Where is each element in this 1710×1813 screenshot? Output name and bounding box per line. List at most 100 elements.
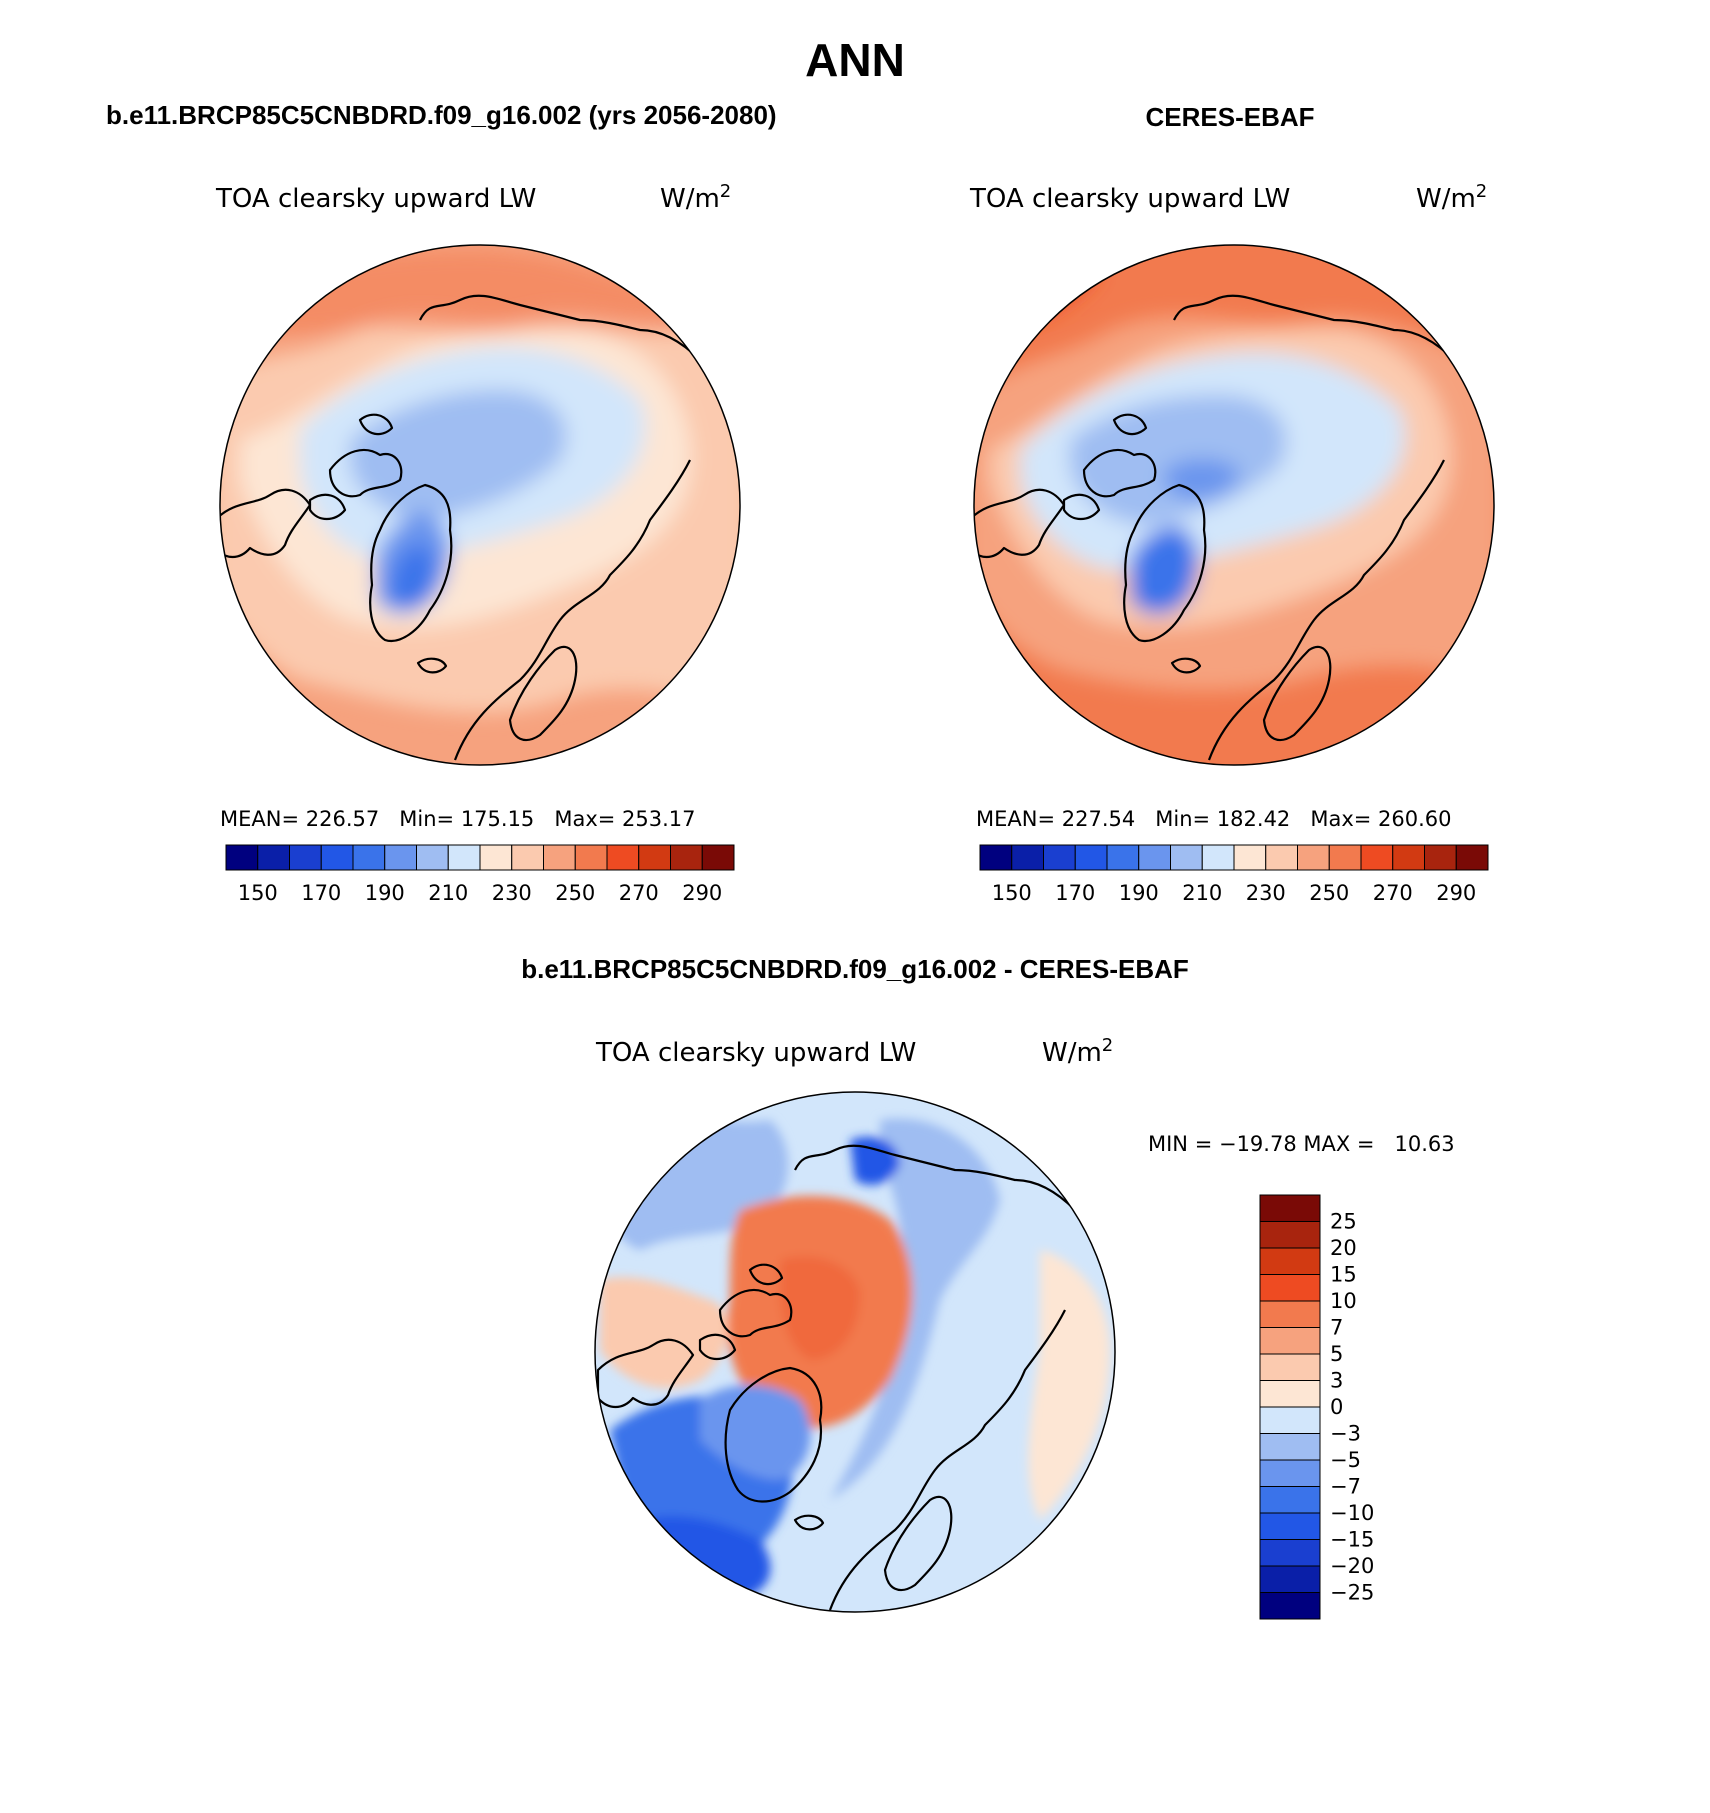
colorbar-swatch: [1259, 1327, 1321, 1355]
right-mean-label: MEAN=: [976, 807, 1055, 831]
diff-eurasia-coast: [794, 1144, 1076, 1611]
colorbar-tick-label: −7: [1330, 1475, 1361, 1499]
left-eurasia-coast: [419, 294, 701, 761]
right-map-frame: [973, 244, 1495, 766]
colorbar-swatch: [1259, 1539, 1321, 1567]
left-panel-title: b.e11.BRCP85C5CNBDRD.f09_g16.002 (yrs 20…: [106, 100, 777, 130]
colorbar-tick-label: 250: [1309, 881, 1349, 905]
diff-units: W/m2: [1042, 1035, 1113, 1068]
right-iceland: [1170, 657, 1202, 674]
colorbar-swatch: [320, 844, 354, 871]
left-variable-label: TOA clearsky upward LW: [215, 184, 536, 214]
colorbar-tick-label: 250: [555, 881, 595, 905]
colorbar-swatch: [289, 844, 322, 871]
diff-north-america-coast: [596, 1338, 695, 1409]
colorbar-swatch: [1259, 1406, 1321, 1434]
colorbar-swatch: [1233, 844, 1267, 871]
left-stats: MEAN= 226.57 Min= 175.15 Max= 253.17: [220, 807, 696, 831]
colorbar-swatch: [1043, 844, 1076, 871]
colorbar-swatch: [1259, 1247, 1321, 1275]
colorbar-tick-label: −20: [1330, 1554, 1374, 1578]
left-scandinavia-coast: [508, 645, 578, 742]
right-greenland-coast: [1123, 483, 1207, 643]
colorbar-tick-label: 270: [1373, 881, 1413, 905]
colorbar-tick-label: 270: [619, 881, 659, 905]
right-map: [973, 244, 1495, 766]
colorbar-tick-label: 230: [1246, 881, 1286, 905]
colorbar-swatch: [1106, 844, 1140, 871]
left-map: [219, 244, 741, 766]
colorbar-tick-label: 25: [1330, 1210, 1357, 1234]
colorbar-swatch: [1265, 844, 1298, 871]
colorbar-swatch: [1201, 844, 1235, 871]
colorbar-swatch: [1259, 1433, 1321, 1461]
colorbar-swatch: [1259, 1512, 1321, 1540]
colorbar-swatch: [447, 844, 481, 871]
left-canadian-archipelago: [308, 413, 403, 521]
colorbar-swatch: [1455, 844, 1489, 871]
diff-units-base: W/m: [1042, 1038, 1102, 1068]
left-max-label: Max=: [554, 807, 615, 831]
colorbar-swatch: [1170, 844, 1203, 871]
right-units: W/m2: [1416, 181, 1487, 214]
left-iceland: [416, 657, 448, 674]
left-units-base: W/m: [660, 184, 720, 214]
right-north-america-coast: [974, 488, 1066, 559]
colorbar-swatch: [1297, 844, 1330, 871]
colorbar-swatch: [1138, 844, 1171, 871]
colorbar-swatch: [479, 844, 513, 871]
colorbar-tick-label: −25: [1330, 1581, 1374, 1605]
colorbar-tick-label: 150: [992, 881, 1032, 905]
right-max-label: Max=: [1310, 807, 1371, 831]
right-units-base: W/m: [1416, 184, 1476, 214]
left-mean-label: MEAN=: [220, 807, 299, 831]
colorbar-swatch: [1424, 844, 1457, 871]
left-units: W/m2: [660, 181, 731, 214]
right-units-sup: 2: [1476, 181, 1487, 202]
colorbar-tick-label: 290: [682, 881, 722, 905]
diff-iceland: [793, 1514, 825, 1531]
colorbar-swatch: [257, 844, 290, 871]
diff-scandinavia-coast: [883, 1495, 953, 1592]
colorbar-tick-label: 5: [1330, 1342, 1343, 1366]
diff-panel-title: b.e11.BRCP85C5CNBDRD.f09_g16.002 - CERES…: [521, 954, 1189, 984]
colorbar-swatch: [670, 844, 703, 871]
colorbar-tick-label: 230: [492, 881, 532, 905]
colorbar-tick-label: 210: [1182, 881, 1222, 905]
left-greenland-coast: [369, 483, 453, 643]
colorbar-tick-label: 190: [365, 881, 405, 905]
right-panel-title: CERES-EBAF: [1145, 102, 1314, 132]
left-units-sup: 2: [720, 181, 731, 202]
left-min-value: 175.15: [461, 807, 534, 831]
colorbar-swatch: [416, 844, 449, 871]
colorbar-tick-label: 20: [1330, 1236, 1357, 1260]
colorbar-tick-label: −3: [1330, 1422, 1361, 1446]
colorbar-swatch: [1074, 844, 1108, 871]
colorbar-tick-label: 170: [301, 881, 341, 905]
colorbar-swatch: [352, 844, 386, 871]
colorbar-swatch: [1259, 1459, 1321, 1487]
colorbar-swatch: [1259, 1565, 1321, 1593]
colorbar-tick-label: 3: [1330, 1369, 1343, 1393]
right-variable-label: TOA clearsky upward LW: [969, 184, 1290, 214]
right-mean-value: 227.54: [1062, 807, 1135, 831]
diff-canadian-archipelago: [698, 1263, 793, 1361]
right-stats: MEAN= 227.54 Min= 182.42 Max= 260.60: [976, 807, 1452, 831]
colorbar-swatch: [225, 844, 259, 871]
colorbar-swatch: [1011, 844, 1044, 871]
diff-units-sup: 2: [1102, 1035, 1113, 1056]
left-north-america-coast: [220, 488, 312, 559]
colorbar-swatch: [1259, 1300, 1321, 1328]
colorbar-swatch: [1259, 1274, 1321, 1302]
right-canadian-archipelago: [1062, 413, 1157, 521]
colorbar-swatch: [1259, 1221, 1321, 1249]
colorbar-tick-label: 0: [1330, 1395, 1343, 1419]
colorbar-swatch: [1259, 1380, 1321, 1408]
right-eurasia-coast: [1173, 294, 1455, 761]
colorbar-tick-label: 10: [1330, 1289, 1357, 1313]
colorbar-swatch: [1259, 1353, 1321, 1381]
colorbar-tick-label: 170: [1055, 881, 1095, 905]
colorbar-swatch: [1392, 844, 1425, 871]
